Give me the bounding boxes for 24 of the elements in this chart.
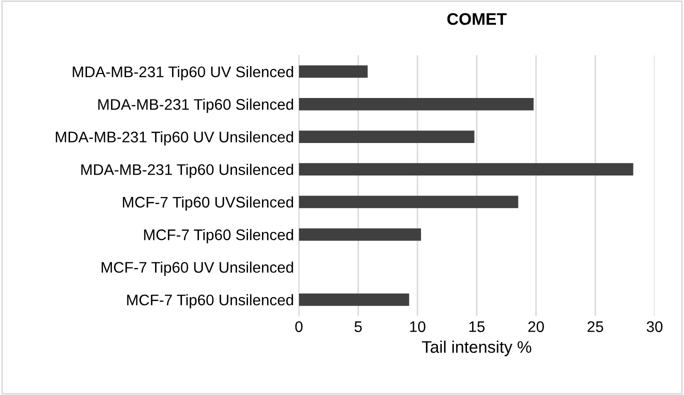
x-tick-label: 30 bbox=[646, 321, 662, 332]
bar bbox=[298, 98, 534, 110]
y-tick-label: MDA-MB-231 Tip60 UV Unsilenced bbox=[56, 131, 294, 146]
y-tick-label: MDA-MB-231 Tip60 Unsilenced bbox=[81, 164, 294, 178]
bar bbox=[298, 294, 410, 306]
bar bbox=[298, 163, 634, 176]
y-tick-label: MCF-7 Tip60 UV Unsilenced bbox=[102, 262, 294, 276]
x-tick-label: 0 bbox=[295, 321, 303, 332]
y-tick-label: MDA-MB-231 Tip60 UV Silenced bbox=[72, 66, 294, 80]
bar bbox=[298, 196, 518, 208]
y-tick-label: MCF-7 Tip60 Unsilenced bbox=[127, 294, 294, 308]
bar bbox=[298, 228, 422, 241]
x-tick-label: 5 bbox=[354, 321, 362, 332]
x-tick-label: 10 bbox=[410, 321, 426, 332]
x-tick-label: 25 bbox=[588, 321, 604, 332]
chart-title: COMET bbox=[447, 13, 507, 25]
x-tick-label: 20 bbox=[528, 321, 544, 332]
x-axis-title: Tail intensity % bbox=[422, 340, 532, 356]
bar bbox=[298, 65, 368, 78]
y-tick-label: MCF-7 Tip60 Silenced bbox=[144, 228, 294, 244]
y-tick-label: MDA-MB-231 Tip60 Silenced bbox=[98, 98, 294, 113]
x-tick-label: 15 bbox=[469, 321, 485, 332]
y-tick-label: MCF-7 Tip60 UVSilenced bbox=[122, 196, 294, 211]
bar bbox=[298, 130, 474, 143]
